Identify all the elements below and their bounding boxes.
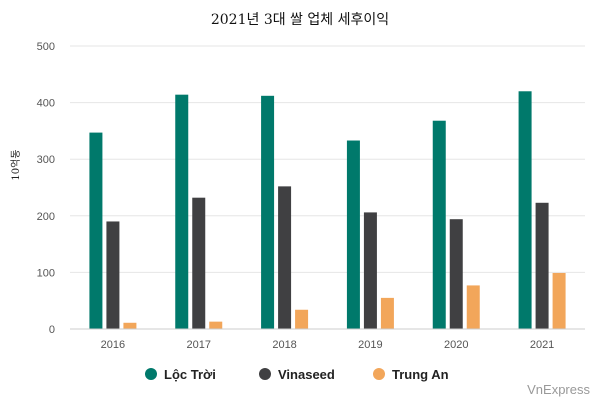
gridlines bbox=[70, 45, 585, 273]
bar-lộc-trời-2020 bbox=[432, 120, 446, 329]
bar-lộc-trời-2019 bbox=[346, 140, 360, 329]
bar-trung-an-2016 bbox=[123, 322, 137, 329]
bars bbox=[89, 91, 566, 330]
x-tick-label: 2016 bbox=[101, 339, 125, 351]
y-axis-ticks: 0 100 200 300 400 500 bbox=[37, 41, 55, 336]
bar-lộc-trời-2017 bbox=[175, 94, 189, 330]
bar-vinaseed-2020 bbox=[449, 219, 463, 329]
chart-title: 2021년 3대 쌀 업체 세후이익 bbox=[211, 12, 389, 28]
legend-swatch bbox=[145, 368, 157, 380]
x-tick-label: 2019 bbox=[358, 339, 382, 351]
legend-label: Lộc Trời bbox=[164, 367, 216, 382]
bar-vinaseed-2018 bbox=[278, 186, 292, 329]
bar-vinaseed-2016 bbox=[106, 221, 120, 329]
legend-swatch bbox=[259, 368, 271, 380]
y-tick-label: 300 bbox=[37, 154, 55, 166]
legend: Lộc Trời Vinaseed Trung An bbox=[145, 367, 449, 382]
bar-vinaseed-2017 bbox=[192, 197, 206, 329]
x-axis-ticks: 2016 2017 2018 2019 2020 2021 bbox=[101, 339, 555, 351]
legend-label: Trung An bbox=[392, 367, 449, 382]
y-tick-label: 0 bbox=[49, 324, 55, 336]
x-tick-label: 2018 bbox=[272, 339, 296, 351]
x-tick-label: 2021 bbox=[530, 339, 554, 351]
y-tick-label: 400 bbox=[37, 98, 55, 110]
x-tick-label: 2020 bbox=[444, 339, 468, 351]
bar-trung-an-2017 bbox=[209, 321, 223, 329]
bar-trung-an-2021 bbox=[552, 272, 566, 329]
bar-trung-an-2018 bbox=[295, 309, 309, 329]
bar-vinaseed-2021 bbox=[535, 202, 549, 329]
x-tick-label: 2017 bbox=[187, 339, 211, 351]
bar-trung-an-2019 bbox=[380, 297, 394, 329]
source-credit: VnExpress bbox=[527, 382, 590, 397]
y-tick-label: 100 bbox=[37, 267, 55, 279]
bar-lộc-trời-2016 bbox=[89, 132, 103, 329]
legend-label: Vinaseed bbox=[278, 367, 335, 382]
bar-lộc-trời-2018 bbox=[261, 95, 275, 329]
bar-lộc-trời-2021 bbox=[518, 91, 532, 329]
bar-vinaseed-2019 bbox=[363, 212, 377, 329]
y-tick-label: 200 bbox=[37, 211, 55, 223]
legend-swatch bbox=[373, 368, 385, 380]
y-axis-label: 10억동 bbox=[10, 149, 22, 180]
bar-trung-an-2020 bbox=[466, 285, 480, 329]
y-tick-label: 500 bbox=[37, 41, 55, 53]
